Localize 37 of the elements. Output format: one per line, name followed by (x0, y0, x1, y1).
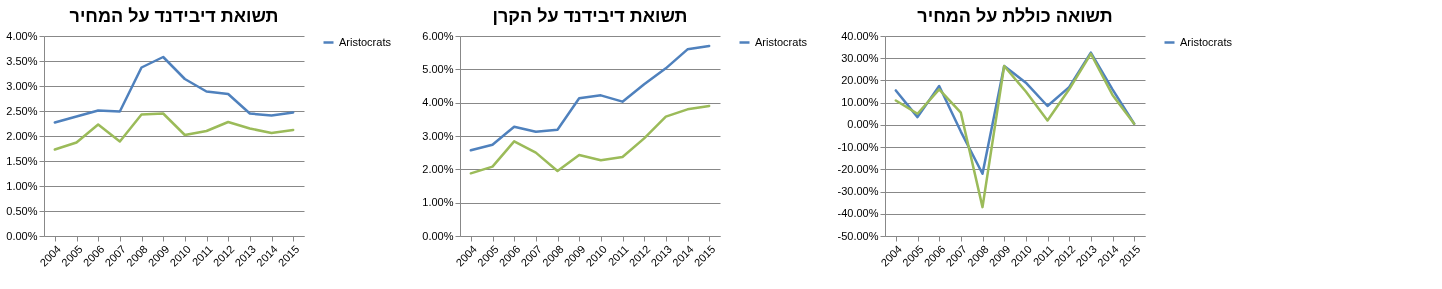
y-tick-label: 2.00% (6, 129, 38, 142)
y-tick-label: 3.00% (422, 129, 454, 142)
y-tick-label: 10.00% (841, 96, 879, 109)
line-series (53, 55, 295, 124)
y-tick-label: 1.00% (6, 179, 38, 192)
legend-label: Aristocrats (1180, 35, 1233, 48)
legend-label: Aristocrats (755, 35, 808, 48)
y-tick-label: 0.00% (422, 229, 454, 242)
y-tick-label: 4.00% (422, 96, 454, 109)
y-tick-label: -30.00% (837, 185, 879, 198)
chart-title: תשואת דיבידנד על המחיר (69, 6, 279, 26)
line-series (469, 44, 711, 152)
y-tick-label: -20.00% (837, 162, 879, 175)
y-tick-label: 6.00% (422, 29, 454, 42)
line-series (894, 52, 1136, 209)
y-tick-label: 4.00% (6, 29, 38, 42)
y-tick-label: 3.00% (6, 79, 38, 92)
chart-title: תשואה כוללת על המחיר (917, 6, 1113, 26)
y-tick-label: 1.50% (6, 154, 38, 167)
y-tick-label: 5.00% (422, 62, 454, 75)
y-tick-label: -40.00% (837, 207, 879, 220)
y-tick-label: 2.50% (6, 104, 38, 117)
line-series (53, 112, 295, 151)
y-tick-label: 40.00% (841, 29, 879, 42)
y-tick-label: 0.50% (6, 204, 38, 217)
y-tick-label: -10.00% (837, 140, 879, 153)
y-tick-label: -50.00% (837, 229, 879, 242)
y-tick-label: 3.50% (6, 54, 38, 67)
y-tick-label: 20.00% (841, 73, 879, 86)
line-series (469, 104, 711, 175)
legend-label: Aristocrats (339, 35, 392, 48)
y-tick-label: 0.00% (6, 229, 38, 242)
y-tick-label: 0.00% (847, 118, 879, 131)
y-tick-label: 2.00% (422, 162, 454, 175)
y-tick-label: 30.00% (841, 51, 879, 64)
chart-title: תשואת דיבידנד על הקרן (492, 6, 688, 26)
y-tick-label: 1.00% (422, 196, 454, 209)
